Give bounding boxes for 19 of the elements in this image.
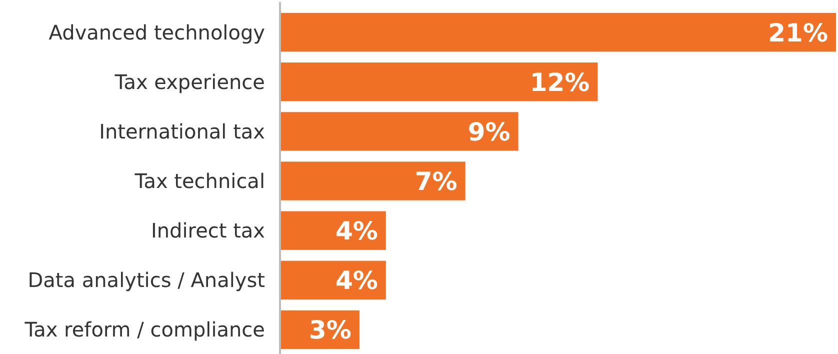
- y-tick-label: Tax experience: [114, 70, 265, 94]
- data-label: 3%: [308, 316, 352, 345]
- bar: [280, 112, 518, 151]
- bar: [280, 162, 466, 200]
- bar: [280, 12, 836, 52]
- y-tick-label: Tax reform / compliance: [24, 318, 265, 342]
- y-tick-label: Advanced technology: [48, 20, 266, 44]
- data-label: 9%: [468, 117, 510, 146]
- bar: [280, 62, 598, 102]
- bar: [280, 211, 386, 250]
- y-tick-label: International tax: [99, 119, 266, 144]
- data-label: 7%: [414, 167, 458, 196]
- data-label: 21%: [768, 18, 828, 48]
- y-tick-label: Indirect tax: [150, 218, 266, 243]
- y-tick-label: Data analytics / Analyst: [28, 268, 266, 292]
- y-tick-label: Tax technical: [134, 169, 265, 193]
- data-label: 12%: [530, 68, 590, 97]
- data-label: 4%: [335, 216, 378, 246]
- data-label: 4%: [335, 266, 378, 296]
